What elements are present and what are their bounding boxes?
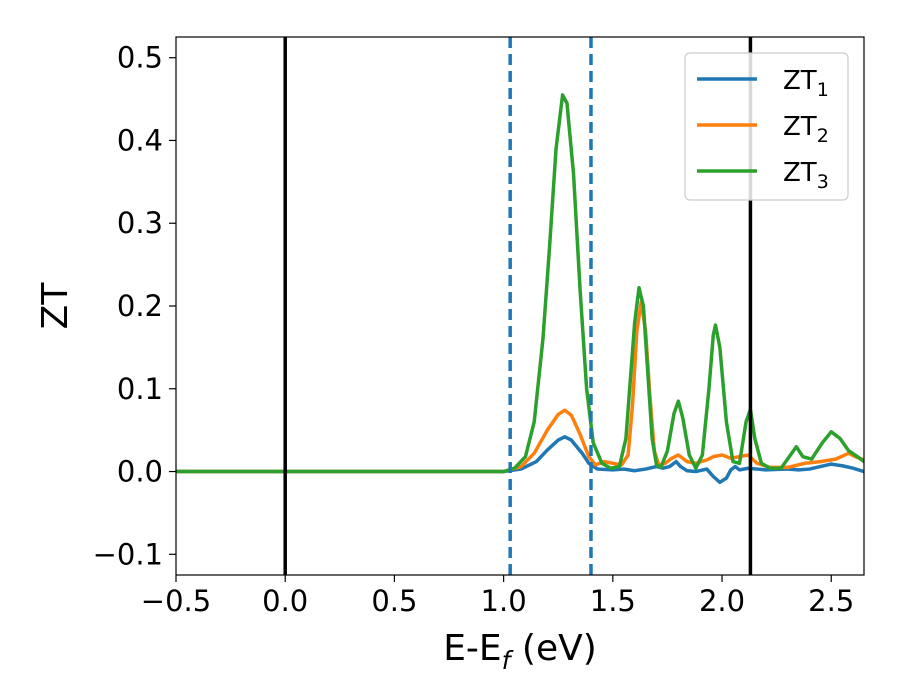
y-tick-label: 0.0: [117, 455, 163, 489]
series-line-ZT3: [176, 93, 864, 474]
x-tick-label: 0.0: [262, 584, 308, 618]
y-tick-label: 0.3: [117, 206, 163, 240]
legend-label-ZT3: ZT3: [783, 158, 829, 193]
legend-label-ZT1: ZT1: [783, 66, 829, 101]
legend-box: [684, 52, 849, 201]
y-tick-label: 0.4: [117, 123, 163, 157]
x-tick-label: 2.0: [699, 584, 745, 618]
y-tick-label: 0.5: [117, 41, 163, 75]
y-axis-title: ZT: [35, 282, 76, 330]
plot-area: [176, 37, 864, 575]
x-tick-label: 1.0: [481, 584, 527, 618]
series-line-ZT2: [176, 300, 864, 474]
y-tick-label: 0.2: [117, 289, 163, 323]
x-tick-label: −0.5: [141, 584, 211, 618]
x-axis-title: E-Ef (eV): [443, 628, 597, 675]
legend: ZT1 ZT2 ZT3: [684, 52, 849, 201]
y-tick-label: −0.1: [93, 537, 163, 571]
x-tick-label: 1.5: [590, 584, 636, 618]
x-tick-label: 0.5: [371, 584, 417, 618]
legend-label-ZT2: ZT2: [783, 112, 829, 147]
series-line-ZT1: [176, 435, 864, 485]
y-tick-label: 0.1: [117, 372, 163, 406]
axes: −0.5 0.0 0.5 1.0 1.5 2.0 2.5 −0.1 0.0 0.1 0.2 0.3 0.…: [35, 36, 865, 675]
x-tick-label: 2.5: [808, 584, 854, 618]
